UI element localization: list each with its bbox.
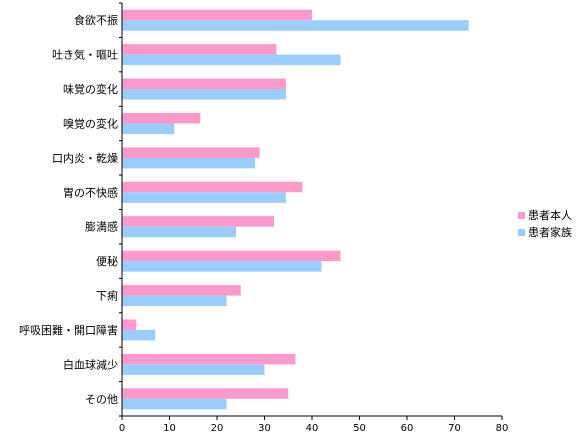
bar-family-9	[122, 329, 156, 341]
x-tick-label: 40	[306, 423, 319, 434]
bar-patient-1	[122, 44, 277, 55]
bar-patient-10	[122, 353, 296, 365]
bar-patient-8	[122, 285, 241, 296]
category-label: 食欲不振	[74, 13, 118, 27]
x-tick-label: 50	[353, 423, 366, 434]
x-tick-label: 80	[496, 423, 509, 434]
legend-label-family: 患者家族	[528, 225, 572, 239]
x-tick-label: 30	[258, 423, 271, 434]
category-label: 嗅覚の変化	[63, 116, 118, 130]
bar-family-6	[122, 226, 236, 238]
category-label: 吐き気・嘔吐	[52, 48, 118, 62]
bar-patient-0	[122, 9, 312, 21]
bar-patient-4	[122, 147, 260, 158]
bar-family-3	[122, 123, 175, 134]
category-label: 口内炎・乾燥	[52, 151, 118, 165]
bar-family-10	[122, 364, 265, 375]
category-label: 白血球減少	[63, 357, 118, 371]
bar-patient-3	[122, 112, 201, 124]
category-label: 味覚の変化	[63, 82, 118, 96]
category-label: 便秘	[96, 254, 118, 268]
bar-family-8	[122, 295, 227, 307]
bar-family-0	[122, 20, 469, 31]
x-tick-label: 60	[401, 423, 414, 434]
bar-patient-6	[122, 216, 274, 227]
x-tick-label: 20	[211, 423, 224, 434]
bar-family-1	[122, 54, 341, 66]
bar-family-7	[122, 261, 322, 272]
legend-label-patient: 患者本人	[528, 208, 572, 222]
x-tick-label: 0	[119, 423, 125, 434]
category-label: 胃の不快感	[63, 186, 118, 199]
category-labels: 食欲不振吐き気・嘔吐味覚の変化嗅覚の変化口内炎・乾燥胃の不快感膨満感便秘下痢呼吸…	[19, 13, 118, 406]
legend-swatch-patient	[518, 212, 525, 219]
bar-patient-5	[122, 181, 303, 193]
x-tick-label: 10	[163, 423, 176, 434]
bar-patient-2	[122, 78, 286, 90]
x-tick-labels: 0 10 20 30 40 50 60 70 80	[119, 423, 509, 434]
axes-layer	[119, 2, 503, 420]
bar-family-4	[122, 157, 255, 169]
category-label: 下痢	[96, 289, 118, 303]
bar-patient-11	[122, 388, 289, 399]
bar-family-5	[122, 192, 286, 203]
x-tick-label: 70	[448, 423, 461, 434]
bar-patient-9	[122, 319, 137, 330]
bars-layer	[122, 9, 469, 410]
bar-family-2	[122, 89, 286, 100]
legend-swatch-family	[518, 229, 525, 236]
category-label: 呼吸困難・開口障害	[19, 323, 118, 337]
bar-patient-7	[122, 250, 341, 262]
category-label: その他	[85, 393, 118, 406]
category-label: 膨満感	[85, 220, 118, 234]
bar-family-11	[122, 398, 227, 410]
